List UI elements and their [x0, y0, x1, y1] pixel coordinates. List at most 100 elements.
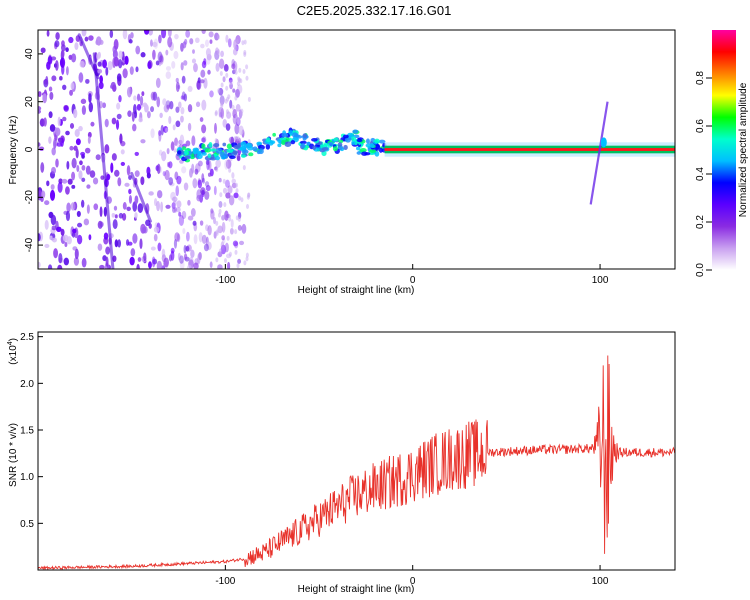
spectrogram-noise-blob: [237, 224, 243, 231]
spectrogram-noise-blob: [126, 206, 131, 212]
spectrogram-noise-blob: [218, 177, 222, 183]
spectrogram-noise-blob: [153, 226, 160, 233]
spectrogram-noise-blob: [60, 57, 66, 69]
colorbar: 0.0 0.2 0.4 0.6 0.8 Normalized spectral ampl…: [695, 30, 749, 277]
spectrogram-noise-blob: [130, 248, 136, 257]
spectrogram-noise-blob: [178, 214, 185, 226]
spectrogram-noise-blob: [55, 158, 59, 168]
spectrogram-x-tick-label: -100: [215, 275, 235, 286]
spectrogram-noise-blob: [43, 117, 47, 127]
spectrogram-track-blob: [192, 147, 200, 152]
spectrogram-noise-blob: [225, 109, 229, 115]
spectrogram-noise-blob: [95, 154, 101, 161]
spectrogram-noise-blob: [51, 166, 57, 174]
spectrogram-noise-blob: [230, 218, 234, 229]
spectrogram-track-blob: [177, 150, 182, 155]
spectrogram-noise-blob: [115, 119, 120, 130]
spectrogram-noise-blob: [225, 34, 229, 43]
spectrogram-noise-blob: [160, 124, 164, 136]
spectrogram-noise-blob: [156, 200, 160, 212]
spectrogram-noise-blob: [66, 66, 69, 76]
spectrogram-track-blob: [213, 143, 220, 148]
spectrogram-noise-blob: [152, 49, 156, 60]
spectrogram-noise-blob: [181, 210, 187, 220]
spectrogram-noise-blob: [182, 228, 186, 235]
spectrogram-noise-blob: [122, 202, 127, 210]
spectrogram-noise-blob: [201, 177, 206, 184]
spectrogram-noise-blob: [147, 61, 152, 69]
spectrogram-noise-blob: [119, 133, 123, 144]
spectrogram-noise-blob: [218, 208, 222, 214]
spectrogram-noise-blob: [243, 39, 247, 45]
spectrogram-noise-blob: [141, 226, 147, 234]
spectrogram-noise-blob: [201, 124, 207, 134]
spectrogram-noise-blob: [134, 170, 140, 178]
spectrogram-track-blob: [338, 139, 344, 144]
spectrogram-noise-blob: [210, 208, 214, 214]
spectrogram-noise-blob: [44, 243, 50, 249]
spectrogram-noise-blob: [135, 45, 141, 55]
spectrogram-noise-blob: [48, 86, 53, 92]
spectrogram-noise-blob: [192, 49, 195, 54]
spectrogram-track-blob: [266, 137, 271, 143]
spectrogram-noise-blob: [174, 232, 180, 242]
spectrogram-noise-blob: [209, 39, 213, 44]
spectrogram-noise-blob: [176, 175, 182, 185]
spectrogram-noise-blob: [86, 184, 91, 189]
spectrogram-noise-blob: [97, 68, 103, 74]
spectrogram-noise-blob: [171, 61, 176, 69]
spectrogram-track-blob: [343, 144, 348, 151]
spectrogram-noise-blob: [98, 81, 104, 90]
spectrogram-noise-blob: [161, 264, 165, 269]
spectrogram-noise-blob: [175, 77, 179, 83]
spectrogram-noise-blob: [185, 30, 191, 38]
spectrogram-noise-blob: [54, 40, 60, 48]
spectrogram-noise-blob: [238, 67, 242, 73]
spectrogram-noise-blob: [176, 200, 182, 209]
spectrogram-noise-blob: [109, 30, 114, 39]
spectrogram-noise-blob: [97, 220, 103, 229]
spectrogram-noise-blob: [74, 42, 79, 50]
spectrogram-noise-blob: [135, 66, 139, 73]
spectrogram-noise-blob: [167, 30, 172, 38]
spectrogram-noise-blob: [234, 69, 238, 75]
spectrogram-track-blob: [277, 143, 282, 148]
spectrogram-noise-blob: [77, 222, 83, 228]
spectrogram-noise-blob: [209, 261, 213, 268]
spectrogram-noise-blob: [159, 55, 164, 63]
spectrogram-noise-blob: [40, 47, 46, 54]
spectrogram-noise-blob: [120, 161, 126, 166]
spectrogram-noise-blob: [225, 159, 232, 169]
spectrogram-noise-blob: [206, 241, 212, 251]
spectrogram-noise-blob: [118, 50, 123, 59]
spectrogram-noise-blob: [131, 111, 135, 122]
spectrogram-noise-blob: [130, 32, 134, 39]
spectrogram-noise-blob: [167, 36, 173, 48]
spectrogram-noise-blob: [173, 200, 177, 206]
spectrogram-noise-blob: [150, 106, 155, 113]
figure-title: C2E5.2025.332.17.16.G01: [297, 3, 452, 18]
spectrogram-noise-blob: [239, 240, 245, 246]
spectrogram-noise-blob: [188, 257, 194, 264]
spectrogram-noise-blob: [99, 75, 103, 84]
spectrogram-noise-blob: [106, 173, 111, 181]
spectrogram-noise-blob: [102, 59, 107, 69]
spectrogram-noise-blob: [103, 232, 109, 240]
spectrogram-track-blob: [359, 148, 367, 153]
spectrogram-noise-blob: [158, 131, 162, 142]
spectrogram-noise-blob: [105, 66, 109, 76]
spectrogram-noise-blob: [150, 128, 155, 139]
spectrogram-track-blob: [356, 151, 362, 155]
spectrogram-track-blob: [374, 151, 380, 157]
spectrogram-noise-blob: [205, 184, 211, 192]
spectrogram-noise-blob: [55, 127, 61, 137]
spectrogram-noise-blob: [129, 256, 135, 266]
spectrogram-noise-blob: [152, 41, 158, 48]
spectrogram-noise-blob: [66, 160, 70, 170]
spectrogram-noise-blob: [236, 155, 241, 162]
spectrogram-noise-blob: [53, 139, 57, 150]
spectrogram-track-blob: [233, 151, 238, 156]
spectrogram-noise-blob: [50, 214, 57, 226]
spectrogram-noise-blob: [68, 36, 74, 44]
spectrogram-noise-blob: [133, 95, 137, 101]
